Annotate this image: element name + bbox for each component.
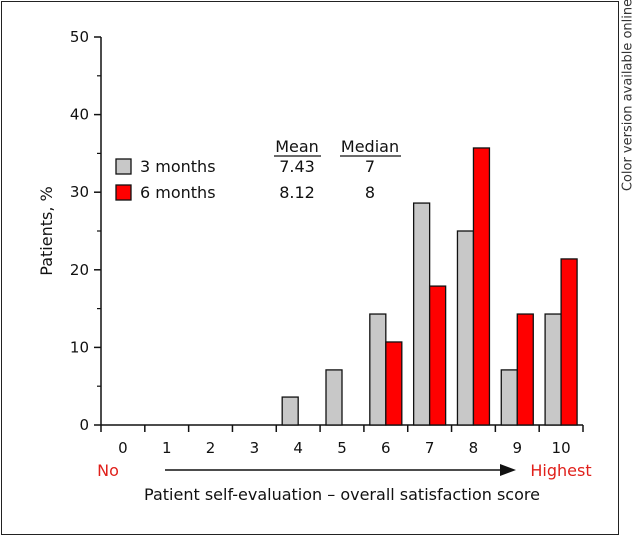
x-tick-label: 8 [469, 439, 479, 457]
scale-arrow-head [500, 464, 516, 476]
y-tick-label: 50 [70, 28, 89, 46]
figure-frame [1, 1, 619, 535]
x-tick-label: 4 [293, 439, 303, 457]
y-axis-title: Patients, % [37, 186, 56, 275]
x-tick-label: 2 [206, 439, 216, 457]
y-tick-label: 10 [70, 338, 89, 356]
bar-6-months [428, 285, 447, 426]
legend-swatch-6-months [115, 184, 132, 201]
bar-6-months [472, 147, 491, 426]
bar-3-months [544, 313, 562, 426]
y-tick-label: 0 [79, 416, 89, 434]
bar-6-months [560, 258, 578, 426]
y-tick-label: 30 [70, 183, 89, 201]
legend-swatch-3-months [115, 158, 132, 175]
x-axis-title: Patient self-evaluation – overall satisf… [144, 485, 540, 504]
legend-header-mean: Mean [275, 137, 319, 156]
bar-6-months [516, 313, 534, 426]
bar-3-months [281, 396, 299, 426]
legend-label: 3 months [140, 157, 216, 176]
x-tick-label: 10 [552, 439, 571, 457]
bar-3-months [456, 230, 475, 426]
x-tick-label: 3 [250, 439, 260, 457]
bar-3-months [369, 313, 387, 426]
bar-6-months [385, 341, 403, 426]
x-tick-label: 6 [381, 439, 391, 457]
legend-median-value: 7 [365, 157, 375, 176]
bar-3-months [412, 202, 431, 426]
legend-median-value: 8 [365, 183, 375, 202]
x-tick-label: 1 [162, 439, 172, 457]
x-tick-label: 9 [512, 439, 522, 457]
bar-3-months [500, 369, 518, 426]
bar-3-months [325, 369, 343, 426]
legend-header-median: Median [341, 137, 399, 156]
scale-high-label: Highest [530, 461, 591, 480]
legend-mean-value: 8.12 [279, 183, 315, 202]
legend-mean-value: 7.43 [279, 157, 315, 176]
scale-low-label: No [97, 461, 119, 480]
x-tick-label: 7 [425, 439, 435, 457]
x-tick-label: 0 [118, 439, 128, 457]
y-tick-label: 40 [70, 106, 89, 124]
y-tick-label: 20 [70, 261, 89, 279]
legend-label: 6 months [140, 183, 216, 202]
x-tick-label: 5 [337, 439, 347, 457]
